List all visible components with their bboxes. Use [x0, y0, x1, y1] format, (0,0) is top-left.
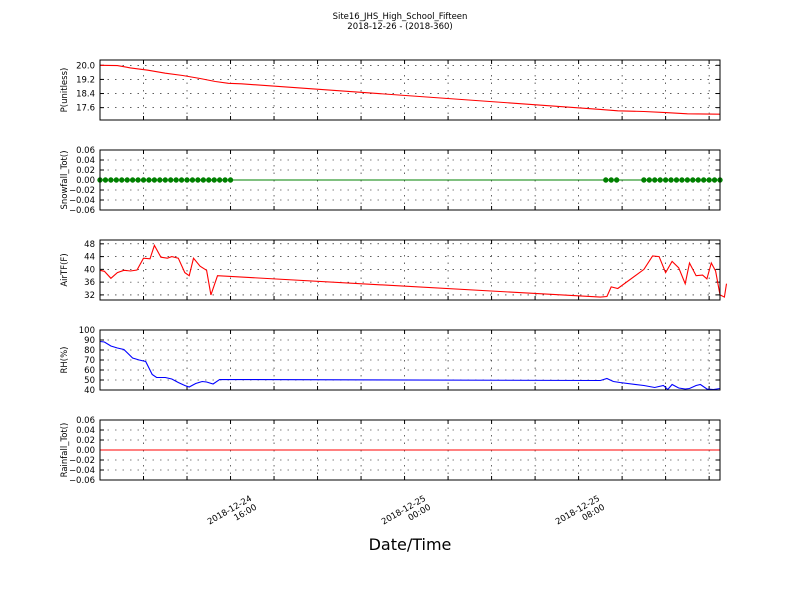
subplot-2: −0.06−0.04−0.020.000.020.040.06 Snowfall_… — [60, 146, 723, 216]
data-point — [641, 177, 647, 183]
y-axis-label: Rainfall_Tot() — [60, 423, 70, 478]
x-tick-label: 2018-12-2508:00 — [554, 494, 607, 536]
data-point — [211, 177, 217, 183]
y-axis-label: AirTF(F) — [60, 253, 70, 286]
y-tick-label: 18.4 — [76, 90, 95, 100]
y-tick-label: 40 — [84, 265, 95, 275]
y-tick-label: 90 — [84, 336, 95, 346]
y-tick-label: 0.06 — [76, 146, 95, 156]
data-point — [222, 177, 228, 183]
y-tick-label: 20.0 — [76, 61, 95, 71]
y-tick-label: 0.04 — [76, 426, 95, 436]
y-tick-label: −0.06 — [69, 206, 95, 216]
x-tick-label: 2018-12-2416:00 — [206, 494, 259, 536]
axes-frame — [99, 239, 721, 301]
subplot-3: 32 36 40 44 48 AirTF(F) — [60, 239, 728, 301]
chart-title: Site16_JHS_High_School_Fifteen — [333, 12, 468, 22]
data-point — [657, 177, 663, 183]
data-point — [124, 177, 130, 183]
y-tick-label: 70 — [84, 356, 95, 366]
series-line — [99, 64, 721, 115]
data-point — [195, 177, 201, 183]
data-point — [173, 177, 179, 183]
y-tick-label: 0.02 — [76, 166, 95, 176]
data-point — [178, 177, 185, 183]
data-point — [129, 177, 136, 183]
axes-frame — [99, 149, 721, 211]
data-point — [668, 177, 674, 183]
chart-subtitle: 2018-12-26 - (2018-360) — [347, 22, 452, 32]
y-tick-label: −0.04 — [69, 196, 95, 206]
data-point — [146, 177, 152, 183]
data-point — [162, 177, 168, 183]
data-point — [603, 177, 609, 183]
data-point — [216, 177, 223, 183]
data-point — [700, 177, 707, 183]
data-point — [695, 177, 701, 183]
y-tick-label: 0.00 — [76, 446, 95, 456]
data-point — [157, 177, 163, 183]
y-tick-label: 0.04 — [76, 156, 95, 166]
subplot-1: 17.6 18.4 19.2 20.0 P(unitless) — [60, 59, 721, 121]
data-point — [684, 177, 691, 183]
data-point — [679, 177, 685, 183]
data-point — [102, 177, 109, 183]
y-tick-label: 0.00 — [76, 176, 95, 186]
data-point — [690, 177, 696, 183]
axes-frame — [99, 329, 721, 391]
data-point — [613, 177, 620, 183]
y-tick-label: 0.02 — [76, 436, 95, 446]
y-tick-label: −0.02 — [69, 456, 95, 466]
data-point — [711, 177, 718, 183]
y-tick-label: 44 — [84, 253, 95, 263]
data-point — [646, 177, 652, 183]
data-point — [113, 177, 120, 183]
y-tick-label: 48 — [84, 240, 95, 250]
data-point — [200, 177, 207, 183]
data-point — [151, 177, 158, 183]
y-tick-label: 36 — [84, 278, 95, 288]
x-tick-label: 2018-12-2500:00 — [380, 494, 433, 536]
y-tick-label: 100 — [79, 326, 95, 336]
axes-frame — [99, 419, 721, 481]
data-point — [108, 177, 114, 183]
data-point — [673, 177, 680, 183]
y-tick-label: 32 — [84, 291, 95, 301]
data-point — [706, 177, 712, 183]
data-point — [206, 177, 212, 183]
series-line — [99, 244, 728, 298]
series-line — [99, 340, 721, 391]
x-axis-label: Date/Time — [369, 535, 452, 554]
y-axis-label: P(unitless) — [60, 68, 70, 113]
data-point — [135, 177, 141, 183]
y-tick-label: 0.06 — [76, 416, 95, 426]
data-point — [184, 177, 190, 183]
data-point — [168, 177, 174, 183]
data-point — [140, 177, 147, 183]
y-tick-label: 50 — [84, 376, 95, 386]
data-point — [662, 177, 669, 183]
y-tick-label: −0.04 — [69, 466, 95, 476]
data-point — [119, 177, 125, 183]
subplot-5: −0.06−0.04−0.020.000.020.040.06 Rainfall_… — [60, 416, 721, 486]
data-point — [652, 177, 658, 183]
y-tick-label: 80 — [84, 346, 95, 356]
y-tick-label: 19.2 — [76, 75, 95, 85]
y-tick-label: 40 — [84, 386, 95, 396]
data-point — [227, 177, 234, 183]
y-axis-label: RH(%) — [60, 346, 70, 373]
axes-frame — [99, 59, 721, 121]
y-tick-label: −0.02 — [69, 186, 95, 196]
y-tick-label: −0.06 — [69, 476, 95, 486]
y-tick-label: 17.6 — [76, 104, 95, 114]
y-tick-label: 60 — [84, 366, 95, 376]
data-point — [608, 177, 614, 183]
y-axis-label: Snowfall_Tot() — [60, 150, 70, 209]
data-point — [189, 177, 196, 183]
